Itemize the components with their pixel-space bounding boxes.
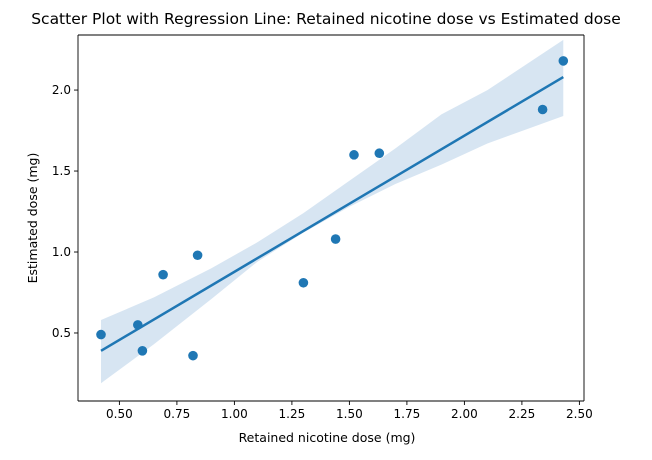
y-tick-label: 1.0 bbox=[52, 245, 71, 259]
x-axis: 0.50 0.75 1.00 1.25 1.50 1.75 2.00 2.25 2.50 bbox=[78, 400, 593, 421]
y-axis: 0.5 1.0 1.5 2.0 bbox=[52, 35, 79, 401]
scatter-point bbox=[330, 234, 341, 244]
x-tick-label: 2.00 bbox=[451, 407, 478, 421]
scatter-point bbox=[158, 269, 168, 280]
x-tick-label: 2.50 bbox=[566, 407, 593, 421]
x-axis-label: Retained nicotine dose (mg) bbox=[239, 430, 416, 445]
chart-title: Scatter Plot with Regression Line: Retai… bbox=[31, 10, 621, 28]
x-tick-label: 0.50 bbox=[106, 407, 133, 421]
scatter-point bbox=[96, 329, 106, 340]
regression-line bbox=[100, 76, 564, 352]
scatter-point bbox=[188, 350, 198, 361]
x-tick-label: 1.75 bbox=[394, 407, 421, 421]
x-tick-label: 1.50 bbox=[336, 407, 363, 421]
scatter-point bbox=[298, 277, 309, 288]
scatter-point bbox=[558, 56, 569, 66]
x-tick-label: 2.25 bbox=[509, 407, 536, 421]
scatter-point bbox=[133, 320, 143, 330]
y-axis-label: Estimated dose (mg) bbox=[25, 153, 40, 284]
confidence-band bbox=[101, 39, 564, 384]
scatter-point bbox=[192, 250, 203, 261]
scatter-point bbox=[349, 150, 359, 160]
x-tick-label: 1.00 bbox=[221, 407, 248, 421]
y-tick-label: 1.5 bbox=[52, 164, 71, 178]
scatter-point bbox=[137, 345, 148, 356]
x-tick-label: 0.75 bbox=[164, 407, 191, 421]
x-tick-label: 1.25 bbox=[279, 407, 306, 421]
scatter-point bbox=[374, 148, 385, 159]
scatter-point bbox=[537, 104, 548, 115]
plot-area bbox=[78, 34, 585, 401]
y-tick-label: 2.0 bbox=[52, 83, 71, 97]
y-tick-label: 0.5 bbox=[52, 326, 71, 340]
